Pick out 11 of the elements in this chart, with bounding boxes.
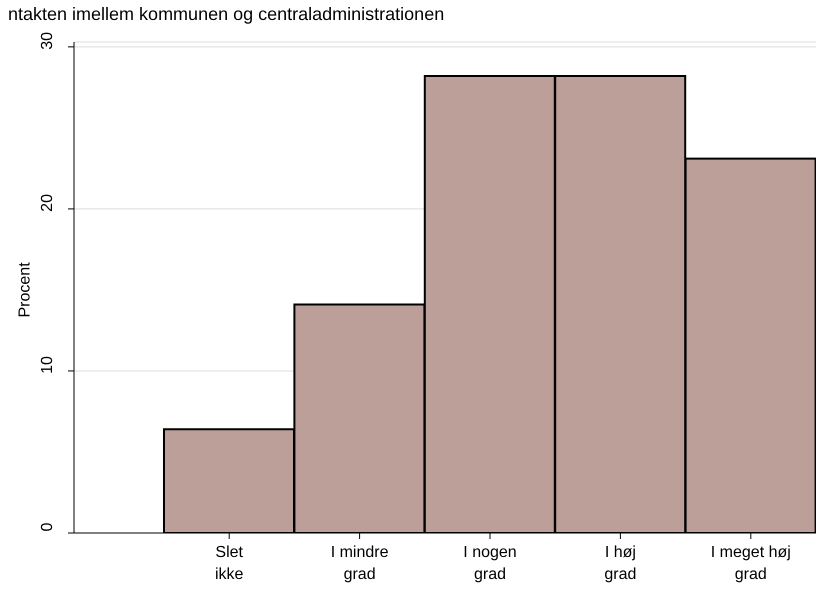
y-tick-label: 20 [39,194,56,212]
y-tick-label: 0 [39,522,56,532]
y-axis-title: Procent [16,262,34,318]
y-tick-label: 30 [39,32,56,50]
x-tick-label: Slet ikke [214,544,244,583]
x-tick-label: I meget høj grad [710,544,791,583]
x-tick-label: I høj grad [604,544,636,583]
chart-title: ntakten imellem kommunen og centraladministrationen [8,4,444,25]
y-tick-label: 10 [39,356,56,374]
x-tick-label: I nogen grad [463,544,517,583]
x-tick-label: I mindre grad [330,544,389,583]
